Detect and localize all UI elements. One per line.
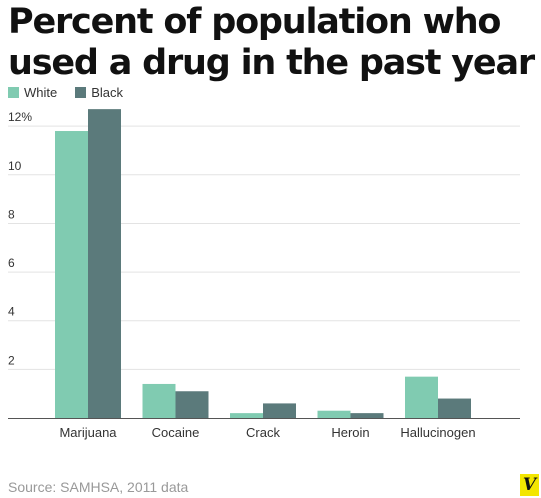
- x-tick-label-cocaine: Cocaine: [152, 425, 200, 440]
- bar-marijuana-white: [55, 131, 88, 419]
- bar-cocaine-white: [142, 383, 176, 418]
- bar-hallucinogen-white: [405, 376, 438, 418]
- x-tick-label-heroin: Heroin: [331, 425, 369, 440]
- bar-hallucinogen-black: [438, 398, 471, 418]
- bar-marijuana-black: [88, 109, 121, 419]
- bar-heroin-white: [317, 410, 351, 418]
- source-note: Source: SAMHSA, 2011 data: [8, 479, 189, 495]
- vox-logo: V: [520, 474, 539, 496]
- x-tick-label-marijuana: Marijuana: [59, 425, 117, 440]
- legend-swatch-white: [8, 86, 19, 98]
- legend-label-black: Black: [91, 84, 124, 100]
- bar-cocaine-black: [175, 391, 209, 418]
- legend-swatch-black: [75, 86, 87, 98]
- bar-crack-white: [230, 413, 263, 418]
- bar-crack-black: [263, 403, 296, 418]
- x-tick-label-crack: Crack: [246, 425, 280, 440]
- bar-heroin-black: [350, 413, 384, 418]
- legend: White Black: [8, 84, 141, 100]
- x-tick-label-hallucinogen: Hallucinogen: [400, 425, 475, 440]
- bar-chart: 2 4 6 8 10 12% Marijuana Cocaine Crack Heroin Hall…: [8, 109, 520, 440]
- y-tick-label-6: 6: [8, 256, 15, 270]
- y-tick-label-4: 4: [8, 305, 15, 319]
- vox-logo-letter: V: [522, 474, 537, 495]
- y-tick-label-2: 2: [8, 353, 15, 367]
- legend-item-black: Black: [75, 85, 123, 100]
- y-tick-label-10: 10: [8, 159, 22, 173]
- legend-item-white: White: [8, 85, 57, 100]
- legend-label-white: White: [24, 84, 58, 100]
- y-tick-label-8: 8: [8, 207, 15, 221]
- y-tick-label-12: 12%: [8, 110, 32, 124]
- chart-title: Percent of population who used a drug in…: [8, 2, 535, 83]
